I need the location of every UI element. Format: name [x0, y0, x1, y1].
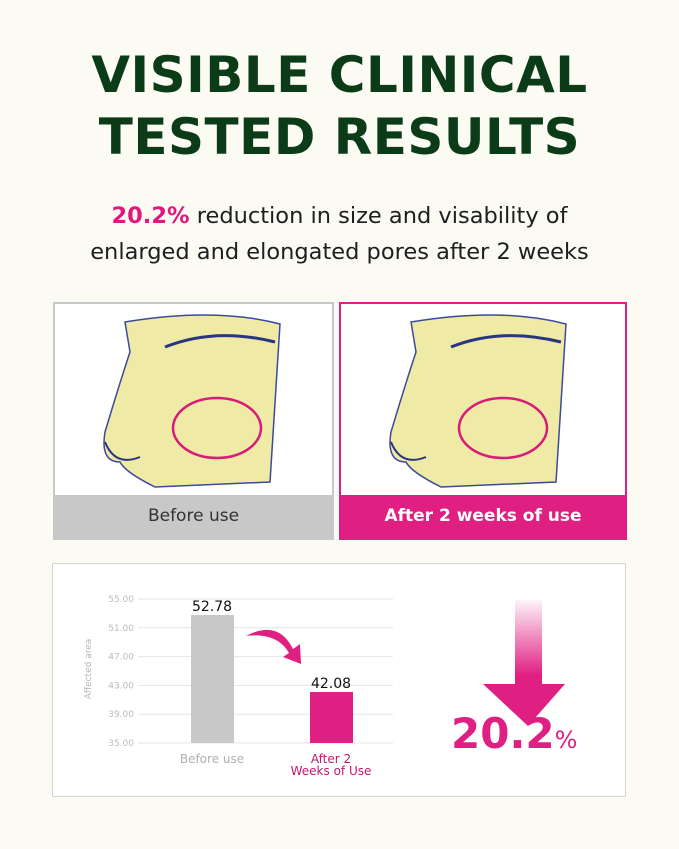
title-line-2: TESTED RESULTS	[98, 108, 581, 166]
y-tick-label: 47.00	[108, 653, 134, 663]
curved-arrow-icon	[246, 629, 301, 664]
before-image-panel: Before use	[53, 302, 334, 540]
x-label-before: Before use	[180, 752, 244, 766]
y-tick-label: 35.00	[108, 739, 134, 749]
subtitle-text: reduction in size and visability of	[189, 203, 568, 229]
bar-value-label: 52.78	[192, 599, 232, 615]
y-tick-label: 55.00	[108, 595, 134, 605]
reduction-percent: 20.2%	[451, 709, 577, 758]
y-tick-label: 51.00	[108, 624, 134, 634]
subtitle-line-1: 20.2% reduction in size and visability o…	[0, 198, 679, 234]
bar-value-label: 42.08	[311, 676, 351, 692]
y-tick-label: 43.00	[108, 681, 134, 691]
highlight-circle	[171, 396, 263, 460]
y-tick-label: 39.00	[108, 710, 134, 720]
page-title: VISIBLE CLINICAL TESTED RESULTS	[0, 44, 679, 168]
bar-chart: 35.00 39.00 43.00 47.00 51.00 55.00 Affected …	[84, 595, 577, 778]
down-arrow-icon	[483, 600, 565, 726]
before-caption: Before use	[55, 495, 332, 538]
title-line-1: VISIBLE CLINICAL	[91, 46, 588, 104]
highlight-percent: 20.2%	[111, 203, 190, 229]
after-image-panel: After 2 weeks of use	[339, 302, 627, 540]
chart-panel: 35.00 39.00 43.00 47.00 51.00 55.00 Affected …	[52, 563, 626, 797]
x-label-after-1: After 2	[311, 752, 351, 766]
subtitle-line-2: enlarged and elongated pores after 2 wee…	[90, 239, 589, 265]
bar-after	[310, 692, 353, 743]
highlight-circle	[457, 396, 549, 460]
x-label-after-2: Weeks of Use	[291, 764, 372, 778]
y-axis-label: Affected area	[84, 639, 94, 700]
bar-before	[191, 614, 234, 743]
face-scan-image	[103, 314, 281, 488]
subtitle: 20.2% reduction in size and visability o…	[0, 198, 679, 270]
after-caption: After 2 weeks of use	[341, 495, 625, 538]
face-scan-image	[389, 314, 567, 488]
